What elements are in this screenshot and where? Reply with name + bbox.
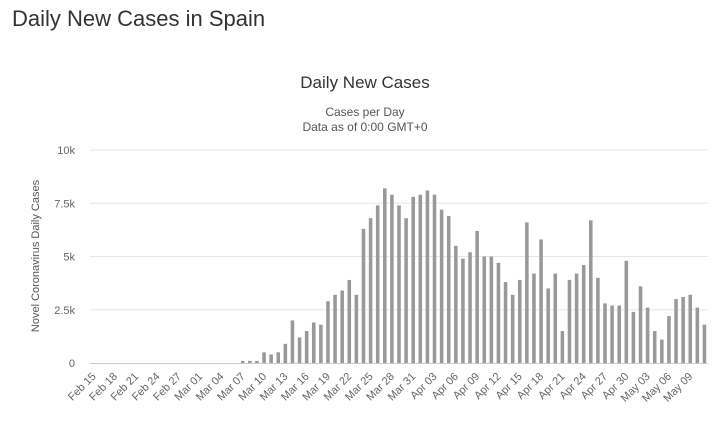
bar[interactable] [624, 260, 629, 363]
bar[interactable] [347, 279, 352, 363]
bar[interactable] [589, 220, 593, 363]
bar[interactable] [255, 360, 259, 363]
bar[interactable] [702, 324, 707, 363]
bars [240, 188, 707, 364]
chart-subtitle-line-1: Cases per Day [325, 105, 404, 119]
bar[interactable] [581, 265, 586, 363]
bar[interactable] [660, 339, 664, 363]
bar[interactable] [681, 296, 685, 363]
bar[interactable] [340, 290, 344, 363]
bar[interactable] [546, 288, 550, 363]
bar[interactable] [475, 230, 479, 363]
y-tick-label: 7.5k [54, 198, 75, 210]
y-tick-label: 0 [69, 358, 75, 370]
bar[interactable] [496, 262, 501, 363]
bar[interactable] [248, 360, 252, 363]
bar[interactable] [489, 256, 494, 364]
bar[interactable] [645, 307, 650, 363]
bar[interactable] [574, 273, 579, 363]
bar[interactable] [375, 205, 380, 363]
bar[interactable] [418, 194, 423, 363]
bar[interactable] [482, 256, 487, 364]
bar[interactable] [610, 305, 614, 363]
bar[interactable] [553, 273, 558, 363]
bar[interactable] [276, 352, 281, 363]
bar[interactable] [617, 305, 621, 363]
chart-title: Daily New Cases [300, 73, 429, 92]
bar[interactable] [297, 337, 302, 363]
bar[interactable] [326, 301, 330, 363]
bar[interactable] [354, 294, 359, 363]
bar[interactable] [695, 307, 700, 363]
bar[interactable] [667, 316, 671, 363]
bar[interactable] [539, 239, 543, 363]
y-axis-label: Novel Coronavirus Daily Cases [30, 179, 42, 332]
bar[interactable] [468, 252, 472, 363]
y-tick-label: 5k [63, 252, 75, 264]
bar[interactable] [688, 294, 693, 363]
bar[interactable] [411, 196, 415, 363]
bar[interactable] [517, 279, 522, 363]
bar[interactable] [290, 320, 295, 363]
bar[interactable] [333, 294, 337, 363]
bar[interactable] [560, 331, 565, 363]
bar[interactable] [404, 218, 408, 363]
bar[interactable] [319, 324, 323, 363]
bar[interactable] [532, 273, 536, 363]
bar[interactable] [304, 331, 309, 363]
bar[interactable] [383, 188, 387, 363]
bar[interactable] [390, 194, 394, 363]
bar[interactable] [397, 205, 401, 363]
bar[interactable] [425, 190, 430, 363]
y-tick-label: 10k [57, 145, 75, 157]
bar[interactable] [510, 294, 515, 363]
bar[interactable] [674, 299, 678, 363]
y-tick-label: 2.5k [54, 305, 75, 317]
bar[interactable] [525, 222, 529, 363]
bar[interactable] [283, 343, 288, 363]
bar[interactable] [603, 303, 607, 363]
bar[interactable] [269, 354, 273, 363]
bar[interactable] [368, 218, 373, 363]
chart-subtitle-line-2: Data as of 0:00 GMT+0 [302, 120, 427, 134]
bar[interactable] [596, 277, 600, 363]
page-title: Daily New Cases in Spain [12, 6, 266, 31]
y-axis-ticks: 0 2.5k 5k 7.5k 10k [54, 145, 75, 370]
bar[interactable] [446, 216, 451, 363]
bar[interactable] [567, 279, 572, 363]
bar[interactable] [439, 209, 444, 363]
bar[interactable] [311, 322, 316, 363]
bar[interactable] [631, 311, 636, 363]
bar[interactable] [454, 245, 458, 363]
bar[interactable] [461, 258, 465, 363]
bar[interactable] [503, 282, 508, 363]
bar[interactable] [262, 352, 266, 363]
bar[interactable] [240, 360, 245, 363]
bar[interactable] [361, 228, 366, 363]
bar[interactable] [652, 331, 657, 363]
bar[interactable] [432, 194, 437, 363]
bar[interactable] [638, 286, 643, 363]
